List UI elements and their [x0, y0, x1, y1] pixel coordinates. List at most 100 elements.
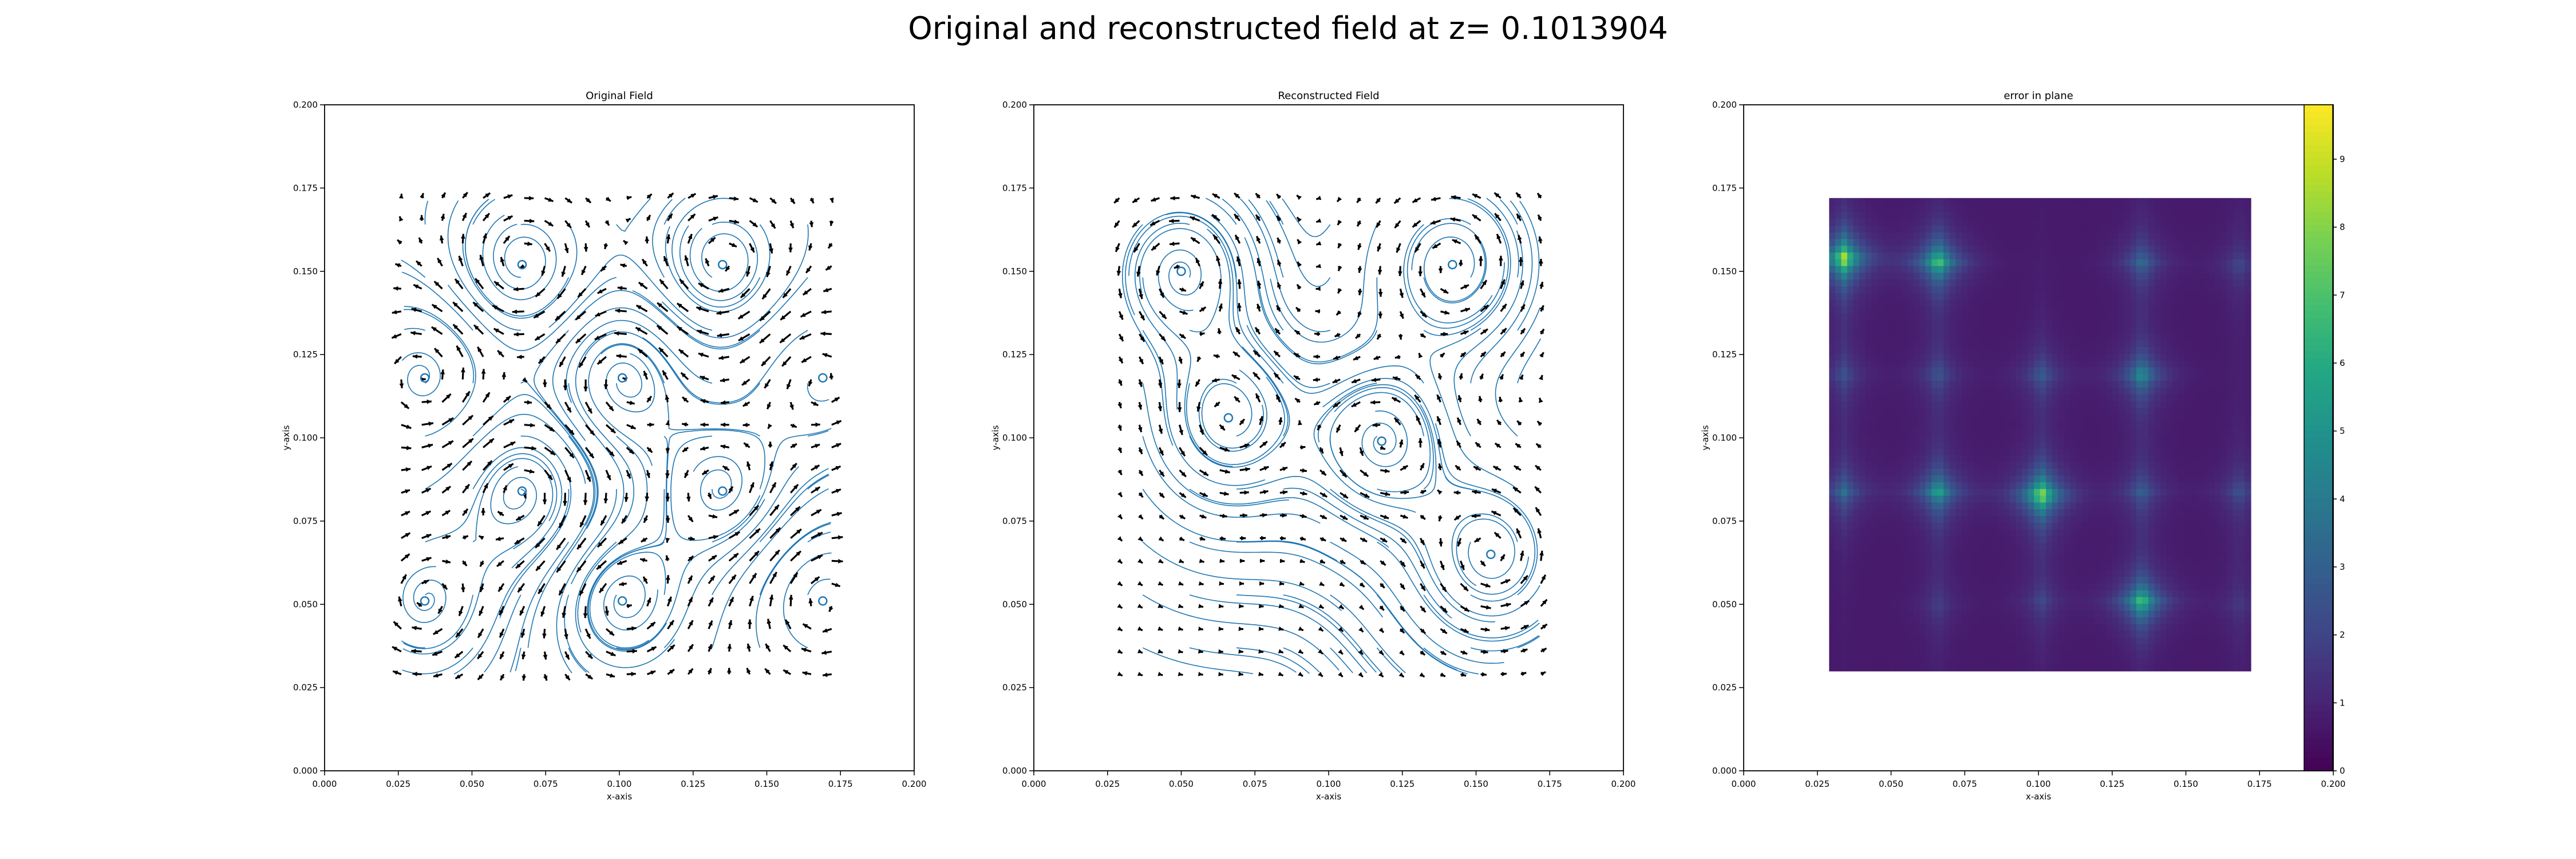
- quiver-arrow: [1440, 310, 1450, 315]
- heatmap-cell: [2064, 657, 2071, 665]
- heatmap-cell: [2142, 461, 2149, 469]
- heatmap-cell: [2118, 644, 2125, 651]
- heatmap-cell: [1913, 603, 1920, 611]
- heatmap-cell: [1949, 198, 1957, 206]
- heatmap-cell: [1943, 360, 1950, 368]
- heatmap-cell: [1895, 448, 1902, 455]
- heatmap-cell: [1859, 407, 1866, 415]
- quiver-arrow: [808, 243, 813, 251]
- quiver-arrow: [503, 194, 513, 199]
- heatmap-cell: [1853, 320, 1860, 327]
- heatmap-cell: [2004, 509, 2010, 516]
- streamline: [566, 320, 713, 403]
- quiver-arrow: [728, 574, 737, 584]
- heatmap-cell: [2058, 306, 2065, 314]
- heatmap-cell: [2082, 252, 2089, 259]
- heatmap-cell: [1853, 198, 1860, 206]
- heatmap-cell: [2076, 400, 2083, 408]
- heatmap-cell: [2082, 299, 2089, 307]
- heatmap-cell: [1967, 556, 1974, 564]
- quiver-arrow: [455, 628, 464, 638]
- quiver-arrow: [1170, 241, 1180, 246]
- heatmap-cell: [1985, 279, 1993, 286]
- heatmap-cell: [2034, 340, 2041, 348]
- heatmap-cell: [1841, 427, 1848, 435]
- heatmap-cell: [1829, 509, 1836, 516]
- heatmap-cell: [2094, 272, 2101, 280]
- heatmap-cell: [1937, 204, 1944, 212]
- heatmap-cell: [1937, 522, 1944, 530]
- heatmap-cell: [1841, 610, 1848, 617]
- heatmap-cell: [1913, 320, 1920, 327]
- quiver-arrow: [1371, 377, 1381, 383]
- quiver-arrow: [1500, 578, 1511, 585]
- heatmap-cell: [2088, 461, 2095, 469]
- heatmap-cell: [1992, 657, 1998, 665]
- heatmap-cell: [1901, 320, 1908, 327]
- heatmap-cell: [1889, 198, 1896, 206]
- heatmap-cell: [1997, 441, 2005, 449]
- heatmap-cell: [1955, 630, 1962, 638]
- heatmap-cell: [2088, 299, 2095, 307]
- quiver-arrow: [682, 447, 689, 453]
- heatmap-cell: [2070, 603, 2077, 611]
- quiver-arrow: [1299, 468, 1307, 473]
- heatmap-cell: [2040, 535, 2046, 543]
- quiver-arrow: [482, 233, 487, 244]
- quiver-arrow: [1315, 263, 1321, 269]
- heatmap-cell: [1907, 495, 1914, 503]
- heatmap-cell: [1919, 198, 1926, 206]
- quiver-arrow: [727, 644, 732, 652]
- heatmap-cell: [1985, 259, 1993, 266]
- heatmap-cell: [2142, 198, 2149, 206]
- quiver-arrow: [524, 196, 534, 200]
- heatmap-cell: [1955, 461, 1962, 469]
- heatmap-cell: [2112, 320, 2119, 327]
- heatmap-cell: [2118, 231, 2125, 239]
- heatmap-cell: [1937, 299, 1944, 307]
- quiver-arrow: [1400, 605, 1405, 612]
- heatmap-cell: [1889, 590, 1896, 597]
- heatmap-cell: [1925, 455, 1932, 462]
- heatmap-cell: [2142, 421, 2149, 428]
- heatmap-cell: [2022, 542, 2029, 550]
- heatmap-cell: [1943, 393, 1950, 401]
- heatmap-cell: [2100, 373, 2107, 381]
- heatmap-cell: [1973, 562, 1981, 570]
- heatmap-cell: [2028, 522, 2034, 530]
- heatmap-cell: [1919, 225, 1926, 233]
- quiver-arrow: [1438, 266, 1443, 273]
- heatmap-cell: [2070, 400, 2077, 408]
- heatmap-cell: [1943, 340, 1950, 348]
- heatmap-cell: [2052, 522, 2059, 530]
- quiver-arrow: [392, 310, 402, 314]
- heatmap-cell: [1835, 333, 1842, 341]
- heatmap-cell: [2106, 320, 2113, 327]
- heatmap-cell: [2094, 407, 2101, 415]
- heatmap-cell: [1943, 252, 1950, 259]
- heatmap-cell: [2118, 542, 2125, 550]
- heatmap-cell: [1919, 313, 1926, 320]
- heatmap-cell: [1973, 231, 1981, 239]
- heatmap-cell: [2028, 387, 2034, 395]
- heatmap-cell: [2076, 421, 2083, 428]
- quiver-arrow: [1259, 604, 1264, 609]
- heatmap-cell: [1937, 245, 1944, 253]
- heatmap-cell: [1841, 556, 1848, 564]
- heatmap-cell: [1853, 583, 1860, 590]
- heatmap-cell: [2028, 475, 2034, 483]
- heatmap-cell: [1865, 502, 1872, 510]
- heatmap-cell: [2124, 360, 2131, 368]
- heatmap-cell: [1997, 286, 2005, 293]
- heatmap-cell: [1943, 204, 1950, 212]
- heatmap-cell: [1907, 340, 1914, 348]
- x-tick-label: 0.075: [534, 779, 558, 789]
- heatmap-cell: [1907, 259, 1914, 266]
- heatmap-cell: [2040, 293, 2046, 300]
- quiver-arrow: [1216, 255, 1221, 267]
- heatmap-cell: [1949, 393, 1957, 401]
- heatmap-cell: [2106, 293, 2113, 300]
- quiver-arrow: [616, 354, 627, 358]
- heatmap-cell: [2034, 482, 2041, 489]
